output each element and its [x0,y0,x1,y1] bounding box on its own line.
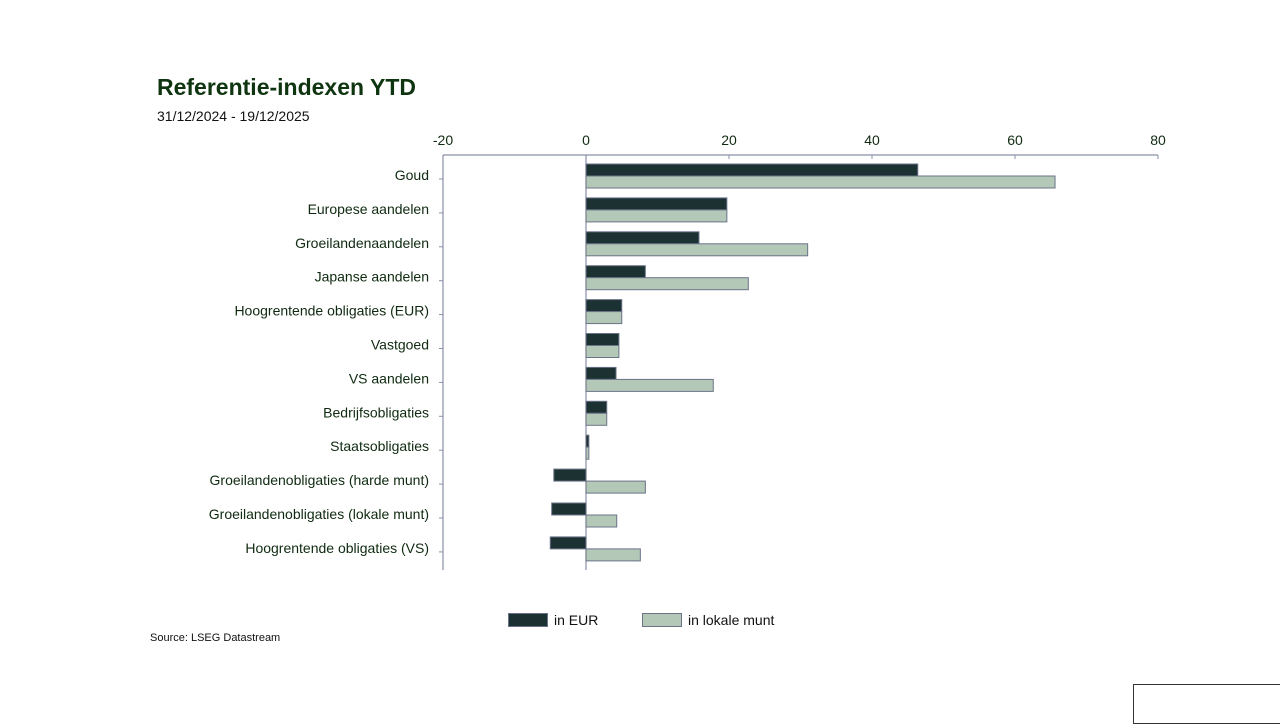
category-label: VS aandelen [349,370,429,386]
legend-item-local: in lokale munt [642,612,774,628]
bar-eur [585,434,590,448]
legend-label-local: in lokale munt [688,612,775,628]
category-label: Staatsobligaties [330,438,429,454]
legend-label-eur: in EUR [554,612,599,628]
bar-local [585,243,809,257]
category-label: Hoogrentende obligaties (EUR) [234,303,429,319]
source-note: Source: LSEG Datastream [150,632,281,644]
bar-local [585,209,728,223]
bar-local [585,446,590,460]
category-label: Japanse aandelen [315,269,429,285]
bar-eur [585,299,623,313]
category-label: Europese aandelen [308,201,429,217]
bar-eur [585,163,919,177]
bar-eur [551,502,587,516]
x-tick-label: 0 [582,132,590,148]
bar-eur [549,536,587,550]
bar-local [585,412,608,426]
x-tick-label: -20 [433,132,453,148]
bar-eur [553,468,587,482]
category-label: Bedrijfsobligaties [323,404,429,420]
category-label: Groeilandenobligaties (harde munt) [210,472,429,488]
bar-eur [585,265,646,279]
legend-item-eur: in EUR [508,612,598,628]
chart-subtitle: 31/12/2024 - 19/12/2025 [157,108,310,124]
bar-local [585,345,620,358]
x-tick-label: 40 [864,132,880,148]
legend-swatch-local [642,613,682,627]
bar-eur [585,366,617,380]
bar-local [585,514,618,528]
bar-local [585,378,714,392]
bar-local [585,277,749,291]
bar-local [585,175,1056,189]
bar-eur [585,231,700,245]
legend-swatch-eur [508,613,548,627]
category-label: Vastgoed [371,337,429,353]
corner-box [1133,684,1280,724]
bar-eur [585,197,728,211]
bar-local [585,311,623,325]
bar-eur [585,400,608,414]
bar-eur [585,333,620,346]
chart-title: Referentie-indexen YTD [157,74,417,100]
x-tick-label: 80 [1150,132,1166,148]
category-label: Hoogrentende obligaties (VS) [245,540,429,556]
bar-local [585,548,641,562]
category-label: Goud [395,167,429,183]
category-label: Groeilandenaandelen [295,235,429,251]
category-label: Groeilandenobligaties (lokale munt) [209,506,429,522]
x-tick-label: 60 [1007,132,1023,148]
x-tick-label: 20 [721,132,737,148]
bar-local [585,480,646,494]
